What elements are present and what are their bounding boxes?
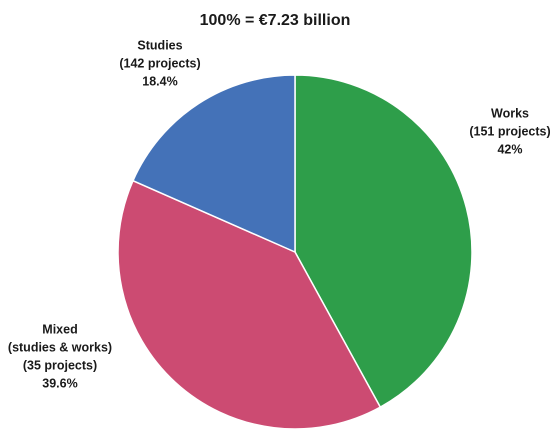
pie-slice	[132, 74, 296, 254]
slice-value: 39.6%	[42, 376, 77, 390]
pie-slice	[294, 74, 473, 409]
slice-label: Studies	[137, 38, 182, 52]
chart-subtitle: 100% = €7.23 billion	[200, 12, 351, 29]
slice-value: 42%	[497, 142, 522, 156]
slice-detail: (35 projects)	[23, 358, 97, 372]
slice-label: Mixed	[42, 322, 77, 336]
pie-slice	[117, 179, 382, 430]
slice-label: Works	[491, 106, 529, 120]
slice-detail: (studies & works)	[8, 340, 112, 354]
slice-value: 18.4%	[142, 74, 177, 88]
slice-detail: (151 projects)	[469, 124, 550, 138]
slice-detail: (142 projects)	[119, 56, 200, 70]
